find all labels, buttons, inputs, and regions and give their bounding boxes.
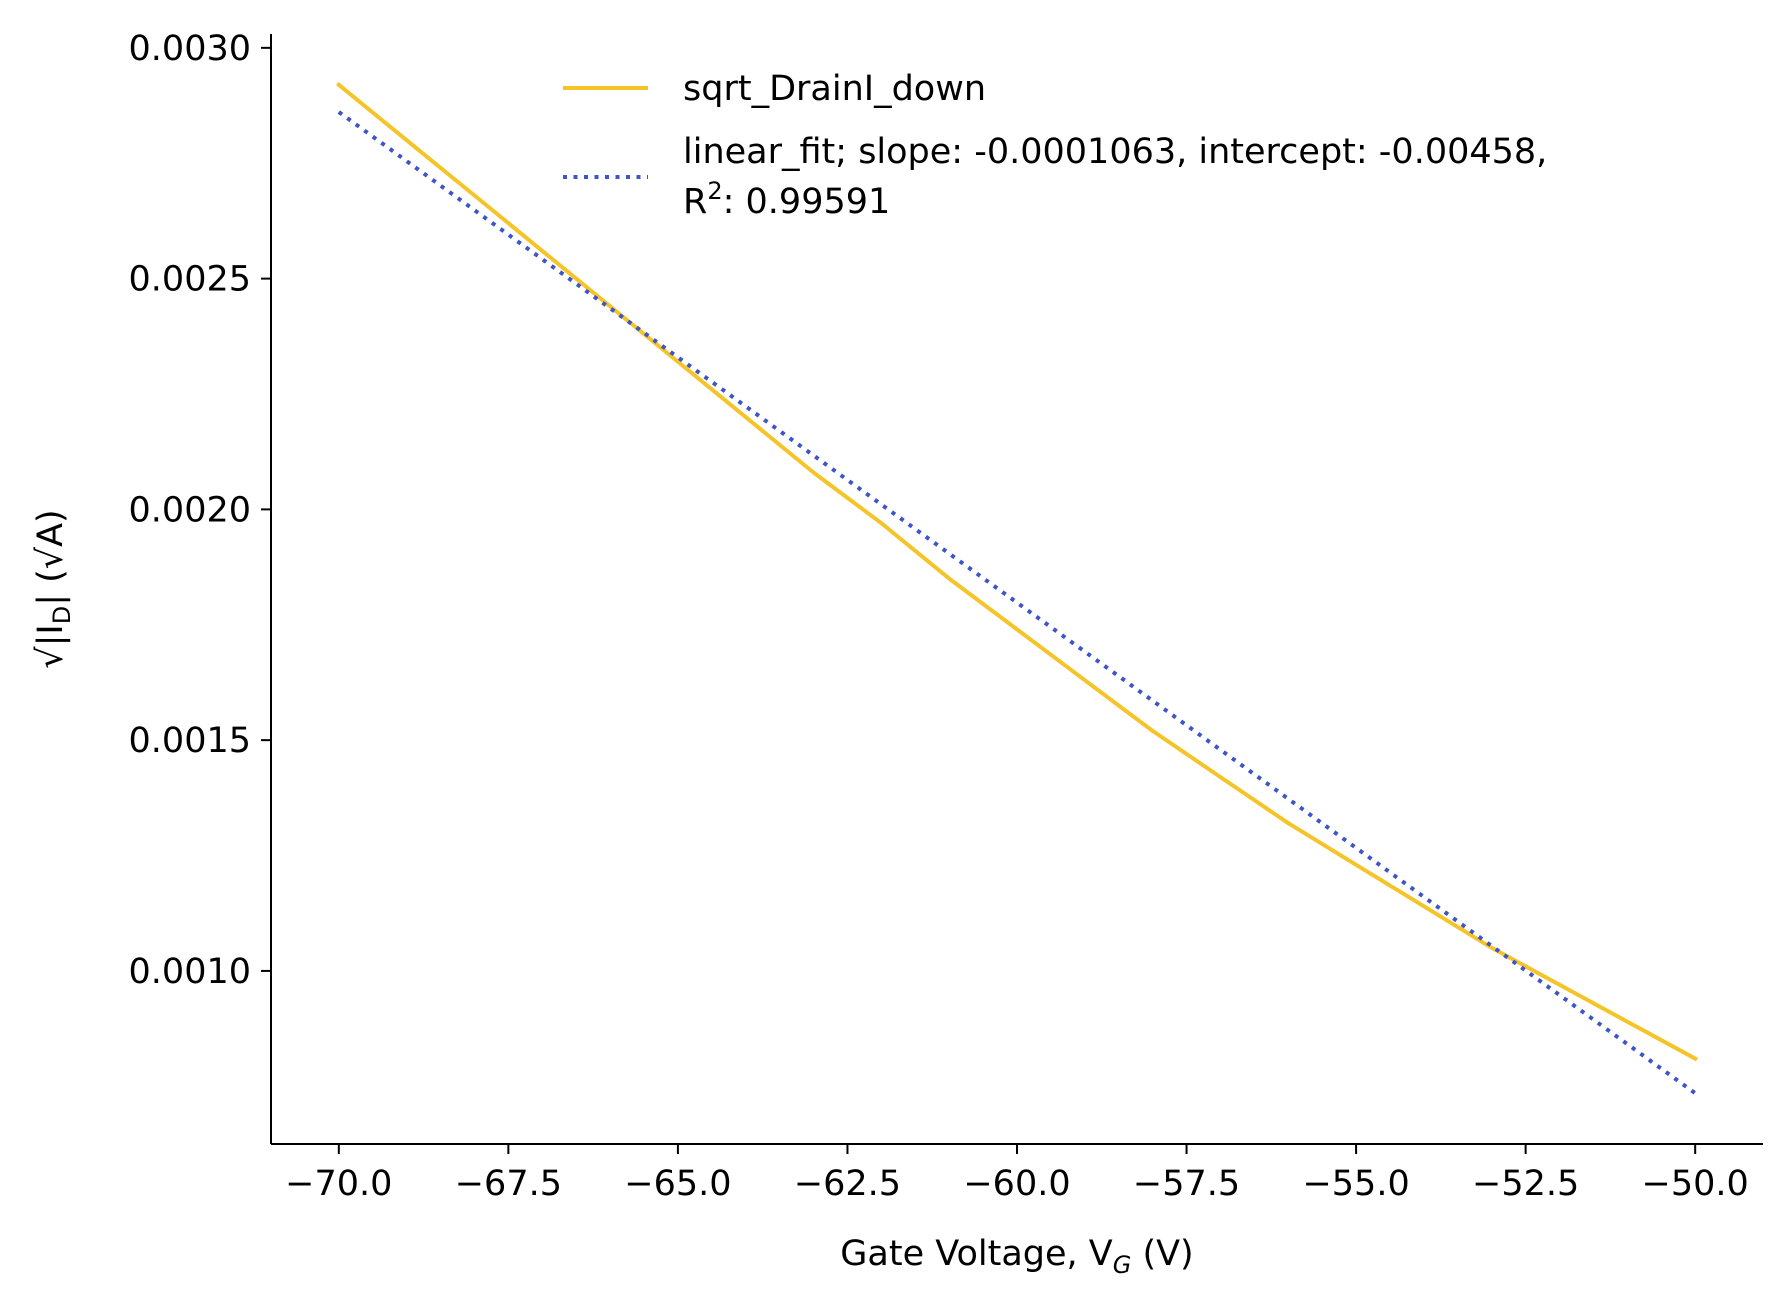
y-tick-label: 0.0020: [129, 490, 251, 530]
y-tick-label: 0.0030: [129, 29, 251, 69]
x-tick-label: −50.0: [1642, 1164, 1749, 1204]
plot-area: [335, 81, 1698, 1095]
x-axis-label: Gate Voltage, VG (V): [840, 1234, 1193, 1279]
x-tick-label: −65.0: [624, 1164, 731, 1204]
y-axis-ticks: 0.0010 0.0015 0.0020 0.0025 0.0030: [129, 29, 271, 992]
y-axis-label: √|ID| (√A): [31, 509, 76, 668]
x-axis-label-unit: (V): [1131, 1234, 1193, 1274]
y-axis-label-subscript: D: [48, 606, 76, 624]
legend-label-sqrt-draini-down: sqrt_DrainI_down: [683, 69, 986, 109]
y-axis-label-rest: | (√A): [31, 509, 71, 605]
y-tick-label: 0.0015: [129, 721, 251, 761]
x-tick-label: −62.5: [794, 1164, 901, 1204]
x-tick-label: −55.0: [1302, 1164, 1409, 1204]
legend-label-linear-fit: linear_fit; slope: -0.0001063, intercept…: [683, 132, 1547, 172]
x-tick-label: −60.0: [963, 1164, 1070, 1204]
series-line-sqrt-draini-down: [335, 81, 1698, 1062]
x-axis-ticks: −70.0 −67.5 −65.0 −62.5 −60.0 −57.5 −55.0 −52.5…: [285, 1144, 1749, 1204]
x-tick-label: −57.5: [1133, 1164, 1240, 1204]
y-axis-label-text: √|I: [31, 624, 71, 668]
legend: sqrt_DrainI_down linear_fit; slope: -0.0…: [563, 69, 1547, 222]
x-tick-label: −52.5: [1472, 1164, 1579, 1204]
legend-r-squared-value: : 0.99591: [723, 182, 891, 222]
y-tick-label: 0.0010: [129, 952, 251, 992]
x-axis-label-subscript: G: [1113, 1251, 1132, 1279]
legend-label-linear-fit-line2: R2: 0.99591: [683, 177, 890, 222]
x-tick-label: −70.0: [285, 1164, 392, 1204]
x-axis-label-text: Gate Voltage, V: [840, 1234, 1112, 1274]
legend-r-squared-prefix: R: [683, 182, 707, 222]
y-tick-label: 0.0025: [129, 260, 251, 300]
legend-r-squared-superscript: 2: [707, 177, 722, 205]
x-tick-label: −67.5: [455, 1164, 562, 1204]
